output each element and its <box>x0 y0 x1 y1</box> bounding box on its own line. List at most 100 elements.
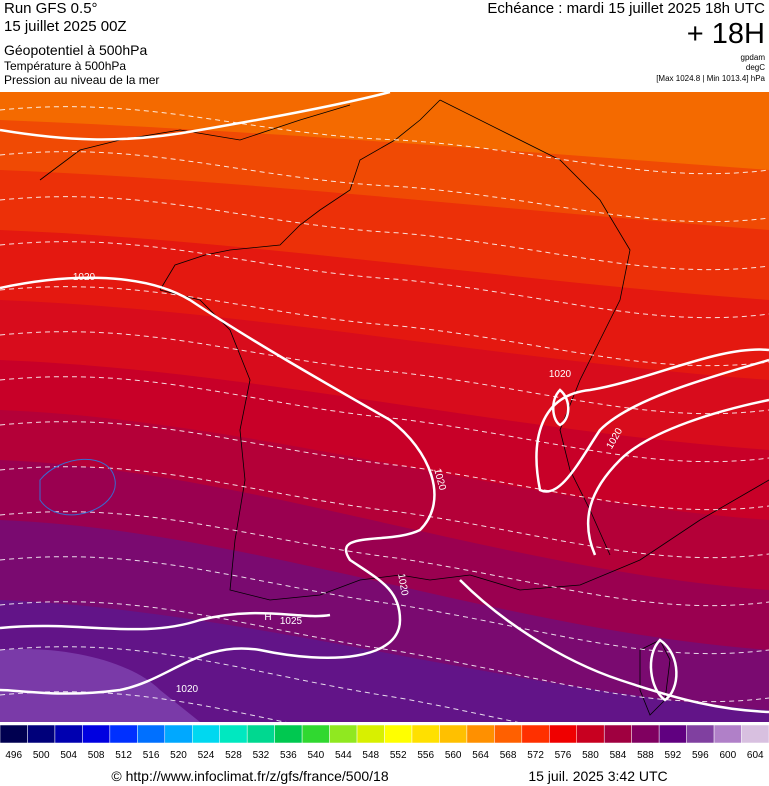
colorbar-swatch <box>164 724 193 744</box>
valid-time: Echéance : mardi 15 juillet 2025 18h UTC <box>487 0 765 17</box>
isotherm <box>39 458 116 516</box>
color-band <box>0 649 200 722</box>
field-title: Géopotentiel à 500hPa <box>4 42 147 58</box>
isobar <box>459 579 769 714</box>
colorbar-label: 588 <box>637 750 654 761</box>
isobar <box>649 638 678 702</box>
colorbar-label: 520 <box>170 750 187 761</box>
isobar <box>586 398 769 556</box>
colorbar-swatch <box>466 724 495 744</box>
map-label: 1020 <box>73 272 96 283</box>
unit-label: gpdam <box>741 53 766 62</box>
coastline <box>469 479 769 591</box>
isotherm <box>0 241 769 319</box>
colorbar-label: 564 <box>472 750 489 761</box>
isotherm <box>0 331 769 415</box>
color-band <box>0 600 769 722</box>
isotherm <box>0 196 769 271</box>
colorbar-swatch <box>27 724 56 744</box>
colorbar-label: 536 <box>280 750 297 761</box>
colorbar-swatch <box>741 724 769 744</box>
colorbar-swatch <box>658 724 687 744</box>
colorbar-label: 532 <box>253 750 270 761</box>
colorbar-swatch <box>82 724 111 744</box>
colorbar-label: 548 <box>362 750 379 761</box>
isotherm <box>0 151 769 223</box>
colorbar-label: 592 <box>665 750 682 761</box>
map-label: 1020 <box>395 573 410 597</box>
colorbar-swatch <box>274 724 303 744</box>
colorbar-label: 528 <box>225 750 242 761</box>
colorbar-swatch <box>192 724 220 744</box>
colorbar-label: 556 <box>417 750 434 761</box>
colorbar-label: 524 <box>198 750 215 761</box>
source: © http://www.infoclimat.fr/z/gfs/france/… <box>111 768 388 784</box>
isotherm <box>0 421 769 511</box>
colorbar-label: 512 <box>115 750 132 761</box>
isobar <box>552 388 570 427</box>
colorbar-label: 604 <box>747 750 764 761</box>
colorbar-swatch <box>246 724 275 744</box>
colorbar-label: 504 <box>60 750 77 761</box>
coastline <box>439 99 631 556</box>
isotherm <box>0 556 769 655</box>
colorbar-swatch <box>109 724 138 744</box>
isotherm <box>0 691 600 786</box>
colorbar-swatch <box>603 724 632 744</box>
colorbar-label: 600 <box>719 750 736 761</box>
colorbar-label: 572 <box>527 750 544 761</box>
colorbar-swatch <box>356 724 385 744</box>
colorbar-label: 540 <box>307 750 324 761</box>
colorbar-swatch <box>137 724 166 744</box>
colorbar-label: 544 <box>335 750 352 761</box>
run-title: Run GFS 0.5° <box>4 0 98 17</box>
coastline <box>159 289 471 601</box>
colorbar-swatch <box>384 724 413 744</box>
colorbar-label: 500 <box>33 750 50 761</box>
colorbar-label: 560 <box>445 750 462 761</box>
colorbar-swatch <box>686 724 715 744</box>
colorbar-label: 596 <box>692 750 709 761</box>
colorbar-swatch <box>329 724 358 744</box>
map-label: 1025 <box>280 616 303 627</box>
colorbar-swatch <box>301 724 330 744</box>
isotherm <box>0 106 769 175</box>
colorbar-swatch <box>631 724 660 744</box>
colorbar-swatch <box>219 724 248 744</box>
coastline <box>229 99 441 251</box>
colorbar-swatch <box>713 724 742 744</box>
isobar <box>535 348 769 493</box>
colorbar-label: 552 <box>390 750 407 761</box>
forecast-step: + 18H <box>687 18 765 50</box>
isotherm <box>0 511 769 607</box>
colorbar-swatch <box>54 724 83 744</box>
colorbar-swatch <box>494 724 523 744</box>
isotherm <box>0 646 769 751</box>
coastline <box>39 104 351 181</box>
temperature-title: Température à 500hPa <box>4 59 126 73</box>
isobar <box>0 90 391 141</box>
coastline <box>159 249 231 291</box>
unit-label: degC <box>746 63 765 72</box>
map-label: H <box>264 612 271 623</box>
colorbar: 496 500 504 508 512 516 520 524 528 532 536 540 544 5… <box>0 724 769 761</box>
colorbar-label: 496 <box>5 750 22 761</box>
colorbar-label: 580 <box>582 750 599 761</box>
colorbar-label: 568 <box>500 750 517 761</box>
isotherm <box>0 286 769 367</box>
map-label: 1020 <box>549 369 572 380</box>
isobar <box>0 276 436 695</box>
colorbar-swatch <box>549 724 577 744</box>
colorbar-label: 508 <box>88 750 105 761</box>
run-date: 15 juillet 2025 00Z <box>4 18 127 35</box>
pressure-title: Pression au niveau de la mer <box>4 73 159 87</box>
colorbar-label: 516 <box>143 750 160 761</box>
generated-time: 15 juil. 2025 3:42 UTC <box>528 768 667 784</box>
colorbar-swatch <box>411 724 440 744</box>
colorbar-label: 576 <box>555 750 572 761</box>
map-label: 1020 <box>176 684 199 695</box>
colorbar-swatch <box>521 724 550 744</box>
